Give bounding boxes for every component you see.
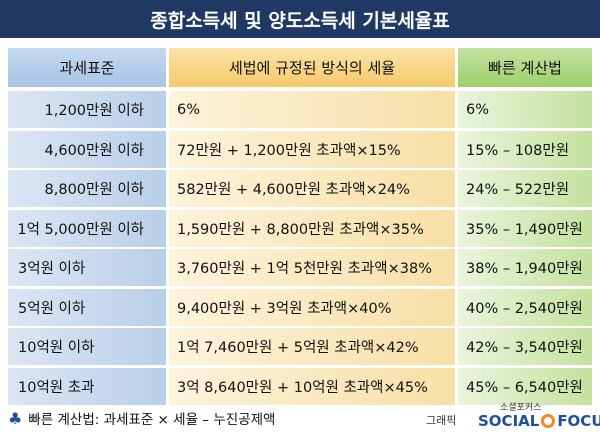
table-cell: 35% – 1,490만원 xyxy=(458,209,592,247)
table-cell: 45% – 6,540만원 xyxy=(458,367,592,405)
title: 종합소득세 및 양도소득세 기본세율표 xyxy=(0,0,600,38)
note-wrap: ♣ 빠른 계산법: 과세표준 × 세율 – 누진공제액 xyxy=(8,408,275,428)
table-cell: 9,400만원 + 3억원 초과액×40% xyxy=(169,288,455,326)
table-cell: 40% – 2,540만원 xyxy=(458,288,592,326)
table-cell: 5억원 이하 xyxy=(8,288,166,326)
header-cell: 과세표준 xyxy=(8,48,166,87)
header-row: 과세표준 세법에 규정된 방식의 세율 빠른 계산법 xyxy=(8,48,592,87)
table-cell: 3억원 이하 xyxy=(8,249,166,286)
table-row: 5억원 이하 9,400만원 + 3억원 초과액×40% 40% – 2,540만원 xyxy=(8,288,592,326)
logo-icon xyxy=(541,414,556,428)
table-cell: 38% – 1,940만원 xyxy=(458,249,592,286)
table-cell: 24% – 522만원 xyxy=(458,170,592,207)
table-cell: 42% – 3,540만원 xyxy=(458,328,592,365)
table-cell: 6% xyxy=(458,91,592,128)
club-icon: ♣ xyxy=(8,409,23,428)
table-row: 10억원 이하 1억 7,460만원 + 5억원 초과액×42% 42% – 3,5… xyxy=(8,328,592,365)
table-row: 4,600만원 이하 72만원 + 1,200만원 초과액×15% 15% – 10… xyxy=(8,130,592,168)
table-cell: 8,800만원 이하 xyxy=(8,170,166,207)
note: 빠른 계산법: 과세표준 × 세율 – 누진공제액 xyxy=(28,412,276,428)
logo: SOCIAL FOCUS xyxy=(478,412,600,430)
tax-table: 과세표준 세법에 규정된 방식의 세율 빠른 계산법 1,200만원 이하 6% 6… xyxy=(8,48,592,407)
table-row: 1억 5,000만원 이하 1,590만원 + 8,800만원 초과액×35% 35… xyxy=(8,209,592,247)
table-cell: 1,200만원 이하 xyxy=(8,91,166,128)
table-cell: 3,760만원 + 1억 5천만원 초과액×38% xyxy=(169,249,455,286)
table-cell: 582만원 + 4,600만원 초과액×24% xyxy=(169,170,455,207)
logo-left: SOCIAL xyxy=(478,412,540,430)
table-cell: 10억원 초과 xyxy=(8,367,166,405)
header-cell: 세법에 규정된 방식의 세율 xyxy=(169,48,455,87)
logo-right: FOCUS xyxy=(557,412,600,430)
table-cell: 1,590만원 + 8,800만원 초과액×35% xyxy=(169,209,455,247)
table-cell: 72만원 + 1,200만원 초과액×15% xyxy=(169,130,455,168)
table-cell: 6% xyxy=(169,91,455,128)
table-row: 8,800만원 이하 582만원 + 4,600만원 초과액×24% 24% – 5… xyxy=(8,170,592,207)
header-cell: 빠른 계산법 xyxy=(458,48,592,87)
credit: 그래픽 xyxy=(426,414,457,427)
table-cell: 15% – 108만원 xyxy=(458,130,592,168)
table-cell: 10억원 이하 xyxy=(8,328,166,365)
table-cell: 1억 7,460만원 + 5억원 초과액×42% xyxy=(169,328,455,365)
table-row: 10억원 초과 3억 8,640만원 + 10억원 초과액×45% 45% – 6,… xyxy=(8,367,592,405)
footer: ♣ 빠른 계산법: 과세표준 × 세율 – 누진공제액 그래픽 소셜포커스 SOC… xyxy=(8,403,600,434)
logo-top: 소셜포커스 xyxy=(500,403,542,413)
table-cell: 1억 5,000만원 이하 xyxy=(8,209,166,247)
table-row: 1,200만원 이하 6% 6% xyxy=(8,91,592,128)
table-cell: 4,600만원 이하 xyxy=(8,130,166,168)
table-row: 3억원 이하 3,760만원 + 1억 5천만원 초과액×38% 38% – 1,9… xyxy=(8,249,592,286)
table-cell: 3억 8,640만원 + 10억원 초과액×45% xyxy=(169,367,455,405)
